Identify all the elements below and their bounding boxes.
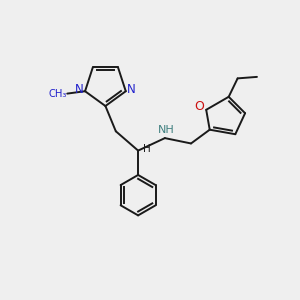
Text: O: O [195,100,205,113]
Text: NH: NH [158,125,174,135]
Text: H: H [143,144,151,154]
Text: N: N [127,83,136,96]
Text: N: N [75,83,84,96]
Text: CH₃: CH₃ [49,88,67,99]
